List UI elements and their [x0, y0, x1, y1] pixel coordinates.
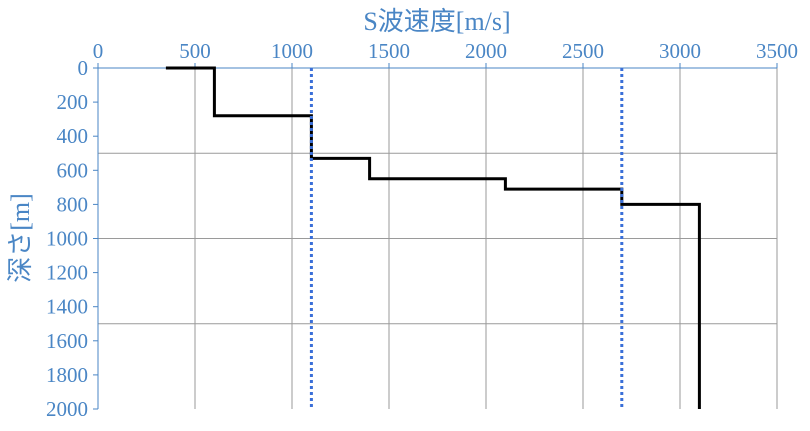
x-tick-label: 2000	[465, 39, 507, 63]
x-tick-label: 3500	[756, 39, 798, 63]
x-tick-label: 0	[93, 39, 104, 63]
x-tick-label: 2500	[562, 39, 604, 63]
x-tick-label: 1500	[368, 39, 410, 63]
y-tick-label: 600	[57, 158, 89, 182]
x-tick-label: 3000	[659, 39, 701, 63]
y-tick-label: 1800	[46, 363, 88, 387]
y-tick-label: 2000	[46, 397, 88, 421]
y-tick-label: 1200	[46, 261, 88, 285]
x-tick-label: 500	[179, 39, 211, 63]
y-tick-label: 1400	[46, 295, 88, 319]
y-tick-label: 800	[57, 192, 89, 216]
y-axis-title: 深さ[m]	[6, 193, 35, 283]
y-tick-label: 1000	[46, 227, 88, 251]
y-tick-label: 400	[57, 124, 89, 148]
y-tick-label: 0	[78, 56, 89, 80]
x-tick-label: 1000	[271, 39, 313, 63]
y-tick-label: 1600	[46, 329, 88, 353]
x-axis-title: S波速度[m/s]	[363, 7, 510, 36]
velocity-profile-line	[165, 66, 701, 409]
y-tick-label: 200	[57, 90, 89, 114]
